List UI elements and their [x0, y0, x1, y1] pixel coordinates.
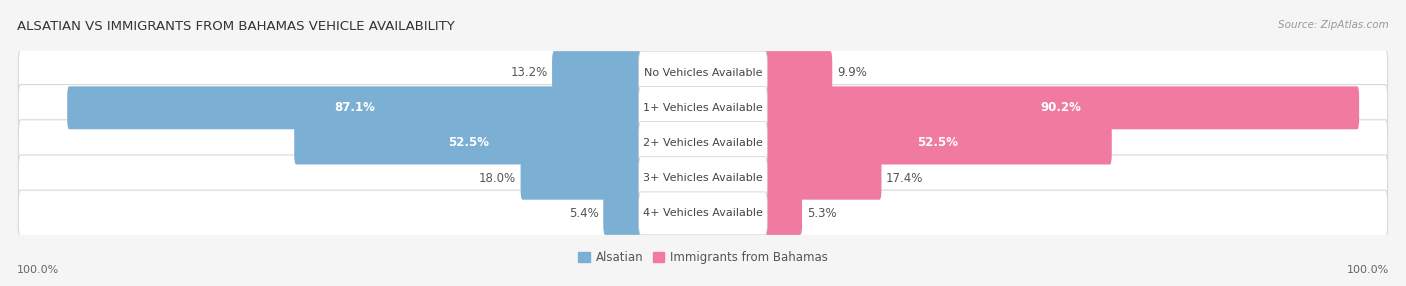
Text: 52.5%: 52.5%	[917, 136, 957, 150]
FancyBboxPatch shape	[18, 155, 1388, 201]
Text: 17.4%: 17.4%	[886, 172, 924, 185]
Text: 4+ Vehicles Available: 4+ Vehicles Available	[643, 208, 763, 219]
FancyBboxPatch shape	[763, 86, 1360, 129]
FancyBboxPatch shape	[638, 157, 768, 200]
Text: 3+ Vehicles Available: 3+ Vehicles Available	[643, 173, 763, 183]
Legend: Alsatian, Immigrants from Bahamas: Alsatian, Immigrants from Bahamas	[574, 247, 832, 269]
FancyBboxPatch shape	[18, 85, 1388, 131]
FancyBboxPatch shape	[67, 86, 643, 129]
Text: 18.0%: 18.0%	[479, 172, 516, 185]
FancyBboxPatch shape	[520, 157, 643, 200]
Text: 100.0%: 100.0%	[1347, 265, 1389, 275]
FancyBboxPatch shape	[294, 122, 643, 164]
Text: 1+ Vehicles Available: 1+ Vehicles Available	[643, 103, 763, 113]
FancyBboxPatch shape	[18, 190, 1388, 237]
Text: Source: ZipAtlas.com: Source: ZipAtlas.com	[1278, 20, 1389, 30]
FancyBboxPatch shape	[18, 49, 1388, 96]
Text: 5.4%: 5.4%	[569, 207, 599, 220]
Text: 2+ Vehicles Available: 2+ Vehicles Available	[643, 138, 763, 148]
FancyBboxPatch shape	[763, 122, 1112, 164]
FancyBboxPatch shape	[763, 192, 801, 235]
FancyBboxPatch shape	[638, 122, 768, 164]
FancyBboxPatch shape	[638, 86, 768, 129]
FancyBboxPatch shape	[638, 192, 768, 235]
FancyBboxPatch shape	[763, 51, 832, 94]
Text: 13.2%: 13.2%	[510, 66, 547, 79]
FancyBboxPatch shape	[553, 51, 643, 94]
FancyBboxPatch shape	[638, 51, 768, 94]
Text: 5.3%: 5.3%	[807, 207, 837, 220]
Text: No Vehicles Available: No Vehicles Available	[644, 67, 762, 78]
Text: ALSATIAN VS IMMIGRANTS FROM BAHAMAS VEHICLE AVAILABILITY: ALSATIAN VS IMMIGRANTS FROM BAHAMAS VEHI…	[17, 20, 454, 33]
FancyBboxPatch shape	[603, 192, 643, 235]
FancyBboxPatch shape	[18, 120, 1388, 166]
Text: 9.9%: 9.9%	[837, 66, 866, 79]
Text: 87.1%: 87.1%	[335, 101, 375, 114]
FancyBboxPatch shape	[763, 157, 882, 200]
Text: 52.5%: 52.5%	[449, 136, 489, 150]
Text: 100.0%: 100.0%	[17, 265, 59, 275]
Text: 90.2%: 90.2%	[1040, 101, 1081, 114]
